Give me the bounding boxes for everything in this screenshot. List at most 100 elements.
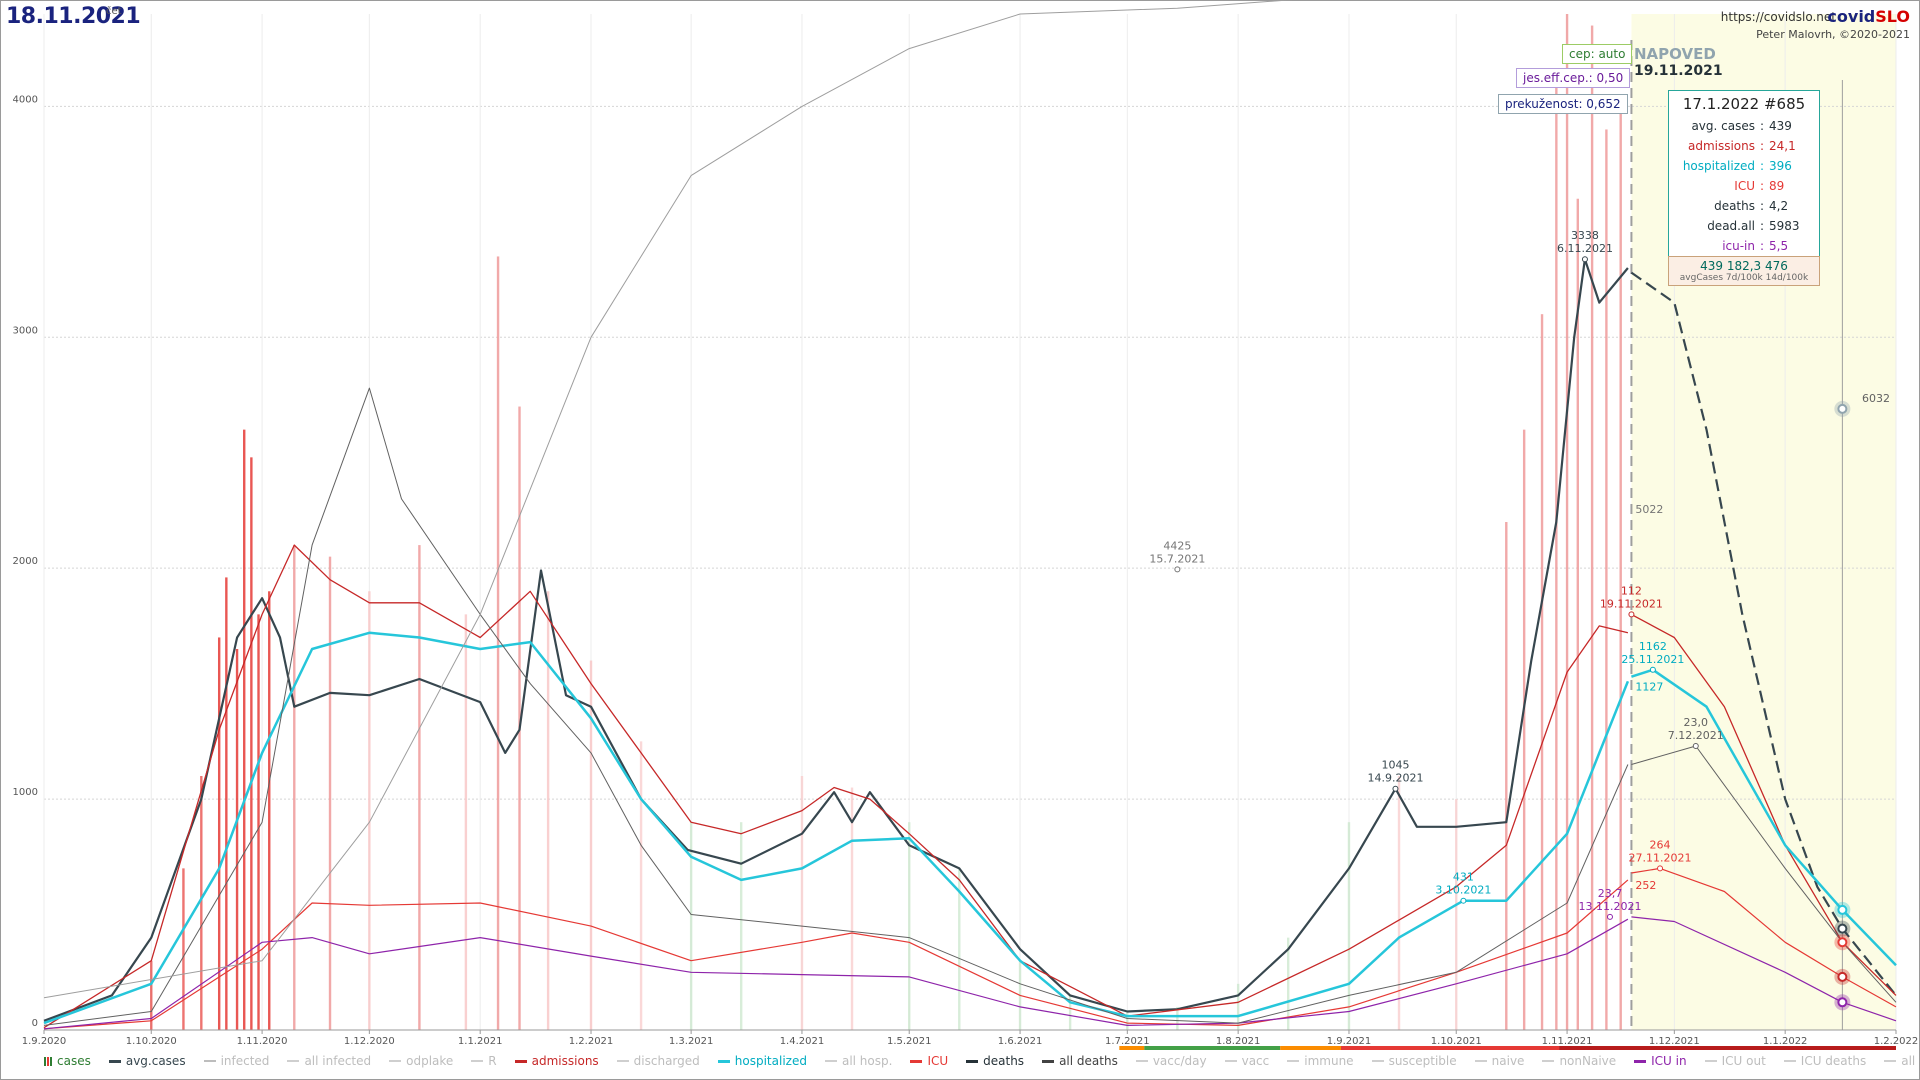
side-label: 252	[1635, 879, 1656, 892]
case-bar	[1605, 129, 1608, 1031]
legend-item[interactable]: vacc/day	[1135, 1054, 1207, 1068]
side-label: 1127	[1635, 681, 1663, 694]
peak-value: 431	[1453, 871, 1474, 884]
legend-label: infected	[220, 1054, 270, 1068]
legend-item[interactable]: nonNaive	[1542, 1054, 1616, 1068]
peak-value: 264	[1650, 838, 1671, 851]
status-strip	[1340, 1046, 1560, 1050]
x-tick-label: 1.6.2021	[998, 1036, 1043, 1047]
status-strip	[1144, 1046, 1281, 1050]
legend-item[interactable]: all hosp.	[824, 1054, 892, 1068]
legend-item[interactable]: naive	[1474, 1054, 1525, 1068]
legend-item[interactable]: admissions	[514, 1054, 599, 1068]
case-bar	[368, 591, 371, 1030]
peak-marker	[1460, 897, 1467, 904]
x-tick-label: 1.3.2021	[669, 1036, 714, 1047]
case-bar	[1540, 314, 1544, 1030]
x-axis: 1.9.2020 1.10.2020 1.11.2020 1.12.2020 1.1.2…	[22, 1029, 1919, 1050]
line-swatch-icon	[1704, 1060, 1717, 1062]
x-tick-label: 1.10.2020	[126, 1036, 177, 1047]
legend-item[interactable]: discharged	[616, 1054, 700, 1068]
info-label: icu-in	[1722, 239, 1755, 253]
legend-item[interactable]: avg.cases	[108, 1054, 186, 1068]
info-colon: :	[1759, 119, 1765, 133]
info-value: 396	[1769, 159, 1792, 173]
line-swatch-icon	[1542, 1060, 1555, 1062]
info-value: 4,2	[1769, 199, 1789, 213]
x-tick-label: 1.2.2022	[1874, 1036, 1919, 1047]
case-bar	[1590, 25, 1594, 1030]
legend-label: avg.cases	[125, 1054, 186, 1068]
prekuzenost-control[interactable]: prekuženost: 0,652	[1498, 94, 1628, 114]
cep-control[interactable]: cep: auto	[1562, 44, 1633, 64]
legend-item[interactable]: susceptible	[1371, 1054, 1457, 1068]
case-bar	[217, 637, 221, 1030]
line-swatch-icon	[1783, 1060, 1796, 1062]
legend-item[interactable]: immune	[1287, 1054, 1354, 1068]
info-colon: :	[1759, 159, 1765, 173]
legend-label: admissions	[531, 1054, 599, 1068]
legend-item[interactable]: all infected	[287, 1054, 371, 1068]
legend-item[interactable]: ICU out	[1704, 1054, 1766, 1068]
info-label: avg. cases	[1691, 119, 1755, 133]
legend-item[interactable]: ICU in	[1634, 1054, 1687, 1068]
legend-item[interactable]: odplake	[389, 1054, 453, 1068]
legend-item[interactable]: hospitalized	[717, 1054, 807, 1068]
peak-date: 19.11.2021	[1600, 597, 1663, 610]
legend-label: ICU in	[1651, 1054, 1687, 1068]
series-line	[1630, 271, 1897, 997]
legend-item[interactable]: cases	[44, 1054, 91, 1068]
case-bar	[1565, 14, 1569, 1030]
site-url[interactable]: https://covidslo.net	[1720, 10, 1836, 24]
line-swatch-icon	[471, 1060, 484, 1062]
case-bar	[150, 960, 153, 1030]
case-bar	[1397, 776, 1401, 1030]
series-line	[43, 879, 1629, 1030]
case-bar	[1068, 995, 1072, 1030]
legend-item[interactable]: all deaths	[1042, 1054, 1118, 1068]
peak-value: 3338	[1571, 229, 1599, 242]
legend-item[interactable]: deaths	[966, 1054, 1024, 1068]
legend-item[interactable]: R	[471, 1054, 497, 1068]
side-label: 5022	[1635, 503, 1663, 516]
line-swatch-icon	[389, 1060, 402, 1062]
legend-item[interactable]: infected	[203, 1054, 270, 1068]
info-label: hospitalized	[1682, 159, 1755, 173]
info-label: admissions	[1687, 139, 1755, 153]
case-bar	[1347, 822, 1351, 1030]
y-tick-label: 1000	[13, 787, 38, 798]
case-bar	[235, 649, 239, 1030]
info-colon: :	[1759, 239, 1765, 253]
legend-item[interactable]: all ICU	[1884, 1054, 1920, 1068]
forecast-date: 19.11.2021	[1634, 63, 1723, 79]
case-bar	[958, 868, 961, 1030]
legend-item[interactable]: ICU	[910, 1054, 948, 1068]
peak-date: 15.7.2021	[1149, 552, 1205, 565]
side-label: 6032	[1862, 392, 1890, 405]
info-label: deaths	[1714, 199, 1755, 213]
legend-label: all infected	[304, 1054, 372, 1068]
brand-logo[interactable]: covidSLO	[1827, 7, 1910, 26]
x-tick-label: 1.1.2021	[458, 1036, 503, 1047]
peak-date: 27.11.2021	[1629, 851, 1692, 864]
info-value: 24,1	[1769, 139, 1796, 153]
current-date: 18.11.2021	[6, 4, 141, 29]
legend-label: ICU out	[1721, 1054, 1766, 1068]
x-tick-label: 1.7.2021	[1105, 1036, 1150, 1047]
case-bar	[1287, 937, 1290, 1030]
peak-marker	[1392, 785, 1399, 792]
y-tick-label: 4000	[13, 94, 38, 105]
peak-marker	[1606, 913, 1613, 920]
forecast-marker-core	[1837, 971, 1848, 982]
legend-label: naive	[1491, 1054, 1525, 1068]
jes-eff-cep-control[interactable]: jes.eff.cep.: 0,50	[1516, 68, 1631, 88]
legend-label: vacc	[1241, 1054, 1270, 1068]
peak-date: 25.11.2021	[1621, 653, 1684, 666]
legend-item[interactable]: vacc	[1224, 1054, 1270, 1068]
line-swatch-icon	[910, 1059, 923, 1063]
y-tick-label: 0	[32, 1018, 38, 1029]
case-bar	[739, 822, 743, 1030]
legend-item[interactable]: ICU deaths	[1783, 1054, 1866, 1068]
case-bar	[589, 660, 593, 1030]
case-bar	[257, 614, 260, 1030]
